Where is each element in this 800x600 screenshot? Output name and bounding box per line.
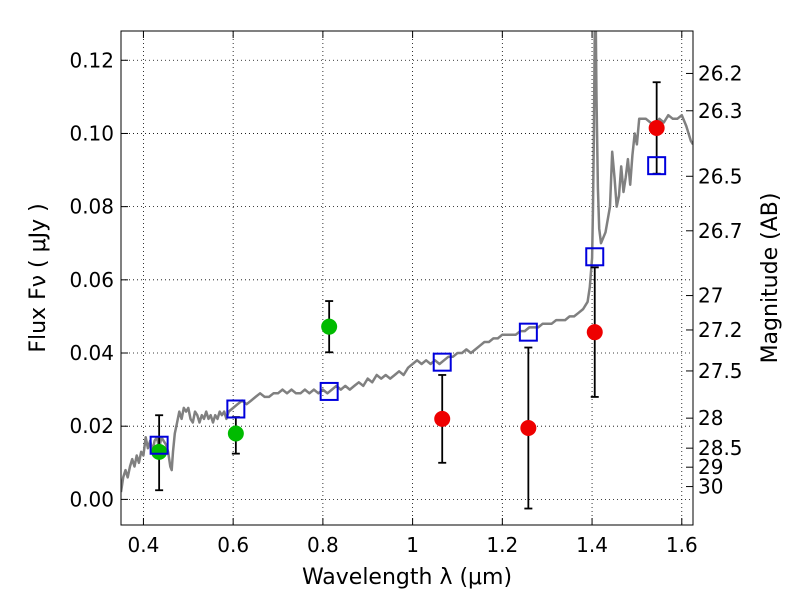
x-tick-label: 1.6 [666,533,698,557]
data-point [227,425,244,442]
model-square [585,247,605,267]
y-tick-label: 0.02 [69,414,114,438]
tick-layer: 0.4 0.6 0.8 1 1.2 1.4 1.6 0.00 0.02 0.04 0.06 0.08 0… [69,31,743,557]
y-tick-label: 0.06 [69,268,114,292]
x-tick-label: 1.2 [486,533,518,557]
plot-frame [120,30,694,526]
spectrum-line [121,31,693,493]
x-tick-label: 0.4 [128,533,160,557]
x-tick-label: 1.4 [576,533,608,557]
model-square [432,352,452,372]
y-axis-right-label: Magnitude (AB) [758,193,783,364]
data-point [648,119,665,136]
grid [121,31,693,525]
data-point [321,318,338,335]
mag-tick-label: 27.5 [698,359,743,383]
x-axis-label: Wavelength λ (μm) [302,565,512,590]
y-tick-label: 0.10 [69,121,114,145]
mag-tick-label: 26.7 [698,219,743,243]
data-point [434,410,451,427]
mag-tick-label: 26.2 [698,61,743,85]
data-point [586,324,603,341]
mag-tick-label: 26.5 [698,164,743,188]
data-point [520,420,537,437]
y-tick-label: 0.00 [69,487,114,511]
y-tick-label: 0.12 [69,48,114,72]
mag-tick-label: 28 [698,406,723,430]
y-tick-label: 0.04 [69,341,114,365]
model-square [149,435,169,455]
data-point [151,443,168,460]
mag-tick-label: 27 [698,284,723,308]
model-square [319,381,339,401]
mag-tick-label: 29 [698,455,723,479]
mag-tick-label: 26.3 [698,99,743,123]
model-square [647,156,667,176]
model-square [226,399,246,419]
marker-layer [149,81,667,510]
x-tick-label: 0.8 [307,533,339,557]
y-tick-label: 0.08 [69,195,114,219]
x-tick-label: 1 [406,533,419,557]
mag-tick-label: 28.5 [698,436,743,460]
mag-tick-label: 27.2 [698,318,743,342]
mag-tick-label: 30 [698,475,723,499]
spectrum-layer [121,31,693,493]
model-square [518,322,538,342]
x-tick-label: 0.6 [217,533,249,557]
y-axis-label: Flux Fν ( μJy ) [26,203,51,352]
